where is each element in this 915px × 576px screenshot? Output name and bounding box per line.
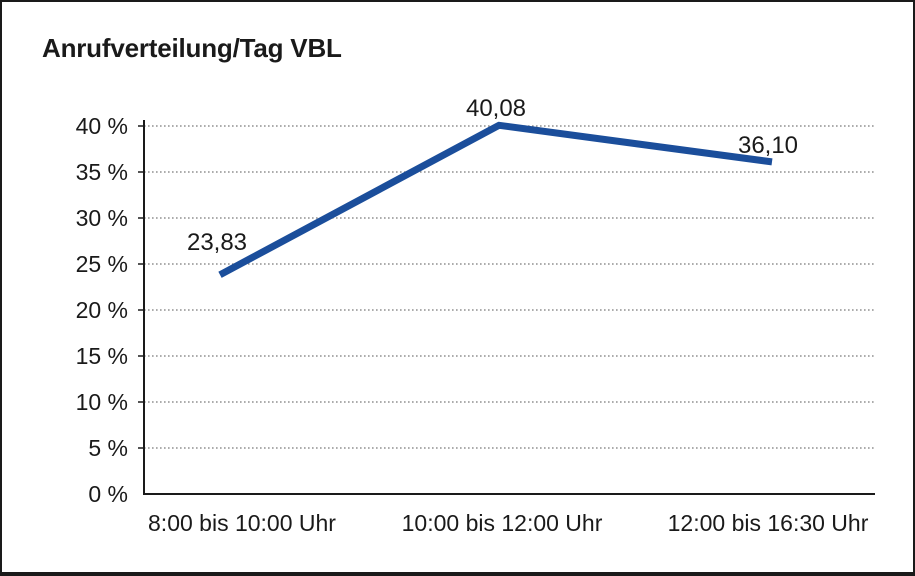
axis-lines bbox=[143, 120, 875, 495]
y-axis-label: 15 % bbox=[76, 343, 128, 369]
y-axis-label: 5 % bbox=[88, 435, 128, 461]
y-axis-label: 40 % bbox=[76, 113, 128, 139]
x-axis-label: 8:00 bis 10:00 Uhr bbox=[148, 510, 336, 536]
y-axis-label: 20 % bbox=[76, 297, 128, 323]
y-axis-label: 10 % bbox=[76, 389, 128, 415]
y-axis-label: 0 % bbox=[88, 481, 128, 507]
chart-title: Anrufverteilung/Tag VBL bbox=[42, 33, 342, 63]
x-axis-label: 10:00 bis 12:00 Uhr bbox=[402, 510, 603, 536]
y-axis-label: 35 % bbox=[76, 159, 128, 185]
data-point-label: 23,83 bbox=[187, 229, 247, 256]
series-line bbox=[218, 121, 773, 278]
x-axis-label: 12:00 bis 16:30 Uhr bbox=[668, 510, 869, 536]
y-axis-label: 25 % bbox=[76, 251, 128, 277]
data-point-label: 36,10 bbox=[738, 132, 798, 159]
data-point-label: 40,08 bbox=[466, 95, 526, 122]
y-axis-label: 30 % bbox=[76, 205, 128, 231]
